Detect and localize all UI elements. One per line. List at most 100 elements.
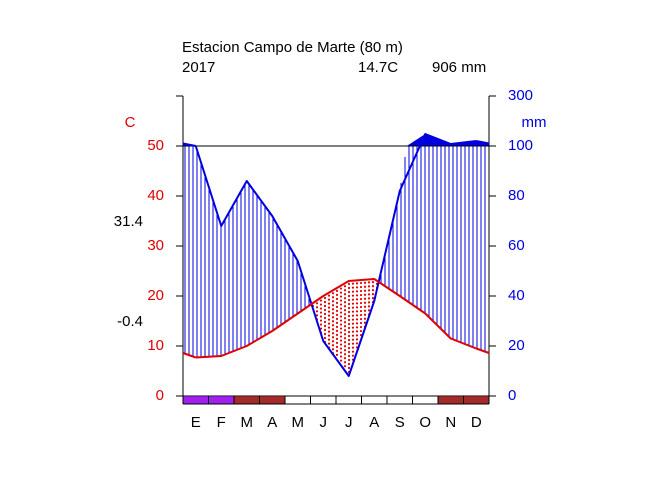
x-tick-label: E — [191, 414, 201, 431]
arid-dot — [339, 315, 343, 318]
arid-dot — [355, 326, 359, 329]
arid-dot — [347, 358, 351, 362]
arid-dot — [355, 298, 359, 301]
y2-tick-label: 300 — [508, 87, 533, 104]
arid-dot — [347, 350, 351, 354]
x-tick-label: F — [217, 414, 226, 431]
arid-dot — [351, 318, 355, 321]
arid-dot — [323, 336, 327, 340]
arid-dot — [323, 316, 327, 320]
y-tick-label: 20 — [147, 287, 164, 304]
arid-dot — [359, 329, 363, 333]
arid-dot — [331, 340, 335, 343]
arid-dot — [327, 306, 331, 309]
arid-dot — [343, 309, 347, 312]
arid-dot — [347, 314, 351, 318]
arid-dot — [343, 313, 347, 316]
arid-dot — [335, 301, 339, 305]
arid-dot — [343, 361, 347, 364]
arid-dot — [327, 330, 331, 333]
arid-dot — [343, 297, 347, 300]
y2-tick-label: 40 — [508, 287, 525, 304]
arid-dot — [339, 351, 343, 354]
line-edge — [476, 140, 490, 145]
y-axis-label: C — [125, 114, 136, 131]
arid-dot — [339, 287, 343, 290]
arid-dot — [363, 297, 367, 300]
total-precipitation: 906 mm — [432, 59, 486, 76]
arid-dot — [355, 334, 359, 337]
y-tick-label: 30 — [147, 237, 164, 254]
arid-dot — [347, 346, 351, 350]
arid-dot — [331, 324, 335, 327]
arid-dot — [319, 311, 323, 314]
arid-dot — [367, 289, 371, 292]
arid-dot — [347, 302, 351, 306]
arid-dot — [343, 317, 347, 320]
arid-dot — [343, 353, 347, 356]
arid-dot — [343, 321, 347, 324]
arid-dot — [339, 359, 343, 362]
x-tick-label: J — [345, 414, 353, 431]
arid-dot — [335, 309, 339, 313]
period: 2017 — [182, 59, 215, 76]
arid-dot — [335, 349, 339, 353]
arid-dot — [351, 338, 355, 341]
arid-dot — [343, 305, 347, 308]
arid-dot — [319, 307, 323, 310]
arid-dot — [335, 321, 339, 325]
arid-dot — [367, 293, 371, 296]
arid-dot — [339, 339, 343, 342]
temperature-line — [195, 278, 477, 359]
arid-dot — [359, 313, 363, 317]
arid-dot — [323, 324, 327, 328]
x-tick-label: M — [241, 414, 254, 431]
x-tick-label: J — [320, 414, 328, 431]
arid-dot — [339, 303, 343, 306]
arid-dot — [343, 285, 347, 288]
x-tick-label: A — [267, 414, 277, 431]
arid-dot — [351, 298, 355, 301]
extreme-max: 31.4 — [114, 213, 143, 230]
precipitation-line — [194, 133, 477, 377]
arid-dot — [335, 297, 339, 301]
arid-dot — [359, 301, 363, 305]
arid-dot — [343, 293, 347, 296]
arid-dot — [347, 294, 351, 298]
arid-dot — [343, 357, 347, 360]
arid-dot — [331, 304, 335, 307]
y2-tick-label: 80 — [508, 187, 525, 204]
arid-dot — [347, 298, 351, 302]
arid-dot — [339, 347, 343, 350]
arid-dot — [327, 302, 331, 305]
arid-dot — [367, 301, 371, 304]
arid-dot — [355, 306, 359, 309]
arid-dot — [315, 306, 319, 309]
y-tick-label: 40 — [147, 187, 164, 204]
arid-dot — [355, 322, 359, 325]
arid-dot — [331, 336, 335, 339]
arid-dot — [371, 280, 375, 284]
arid-dot — [331, 332, 335, 335]
arid-dot — [359, 281, 363, 285]
arid-dot — [351, 334, 355, 337]
arid-dot — [355, 338, 359, 341]
x-tick-label: A — [369, 414, 379, 431]
x-tick-label: N — [445, 414, 456, 431]
arid-dot — [323, 304, 327, 308]
arid-dot — [339, 311, 343, 314]
arid-dot — [355, 314, 359, 317]
arid-dot — [363, 317, 367, 320]
arid-dot — [351, 302, 355, 305]
arid-dot — [335, 325, 339, 329]
arid-dot — [371, 288, 375, 292]
arid-dot — [315, 302, 319, 305]
arid-dot — [351, 322, 355, 325]
arid-dot — [343, 345, 347, 348]
arid-dot — [339, 331, 343, 334]
arid-dot — [363, 289, 367, 292]
arid-dot — [331, 308, 335, 311]
y2-tick-label: 0 — [508, 387, 516, 404]
x-tick-label: S — [395, 414, 405, 431]
